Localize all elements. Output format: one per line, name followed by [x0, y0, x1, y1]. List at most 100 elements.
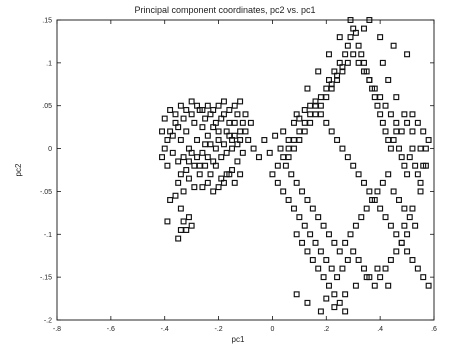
y-tick-label-7: .15	[42, 18, 52, 25]
data-point-0-100	[199, 184, 206, 191]
data-point-0-259	[382, 214, 389, 221]
data-point-0-95	[185, 214, 192, 221]
data-point-0-104	[220, 179, 227, 186]
data-point-0-306	[336, 299, 343, 306]
data-point-0-297	[401, 222, 408, 229]
y-tick-label-2: -.1	[44, 232, 52, 239]
data-point-0-230	[312, 239, 319, 246]
data-point-0-269	[304, 299, 311, 306]
data-point-0-142	[374, 102, 381, 109]
data-point-0-75	[237, 98, 244, 105]
data-point-0-191	[299, 188, 306, 195]
data-point-0-277	[385, 282, 392, 289]
data-point-0-26	[231, 119, 238, 126]
data-point-0-233	[296, 214, 303, 221]
data-point-0-69	[204, 102, 211, 109]
data-point-0-52	[226, 132, 233, 139]
data-point-0-78	[175, 179, 182, 186]
data-point-0-257	[371, 197, 378, 203]
data-point-0-214	[398, 239, 405, 246]
data-point-0-144	[379, 119, 386, 126]
y-axis-ticks: -.2 -.15 -.1 -.05 0 .05 .1 .15	[40, 18, 434, 325]
data-point-0-57	[239, 149, 246, 156]
data-point-0-219	[371, 282, 378, 289]
data-point-0-102	[210, 188, 217, 195]
data-point-0-299	[299, 239, 306, 246]
data-point-0-135	[355, 42, 362, 49]
data-point-0-271	[323, 295, 330, 302]
data-point-0-113	[277, 145, 284, 152]
data-point-0-66	[188, 98, 195, 105]
data-point-0-170	[377, 94, 384, 101]
data-point-0-234	[290, 205, 297, 212]
data-point-0-84	[207, 171, 214, 178]
data-point-0-54	[231, 132, 238, 139]
data-point-0-59	[245, 137, 252, 143]
data-point-0-1	[164, 137, 171, 143]
data-point-0-274	[352, 282, 359, 289]
data-point-0-132	[347, 34, 354, 41]
data-point-0-226	[334, 274, 341, 281]
data-point-0-137	[361, 59, 367, 66]
data-point-0-98	[175, 235, 182, 242]
data-point-0-213	[404, 231, 411, 238]
data-point-0-224	[344, 257, 351, 263]
data-point-0-94	[183, 227, 190, 233]
data-point-0-278	[347, 17, 354, 23]
data-point-0-276	[374, 265, 381, 272]
data-point-0-37	[185, 158, 192, 165]
data-point-0-202	[358, 214, 365, 221]
scatter-points	[159, 17, 432, 315]
data-point-0-250	[334, 137, 341, 143]
data-point-0-73	[226, 107, 233, 113]
data-point-0-131	[344, 42, 351, 49]
data-point-0-110	[261, 137, 268, 143]
data-point-0-188	[282, 162, 289, 169]
data-point-0-258	[377, 205, 384, 212]
data-point-0-228	[323, 257, 330, 263]
data-point-0-114	[280, 128, 287, 135]
data-point-0-164	[409, 111, 416, 118]
x-tick-label-4: 0	[270, 326, 274, 333]
data-point-0-294	[422, 162, 429, 169]
data-point-0-265	[414, 265, 421, 272]
data-point-0-91	[172, 192, 179, 199]
data-point-0-101	[204, 179, 211, 186]
data-point-0-198	[336, 248, 343, 255]
data-point-0-301	[309, 257, 316, 263]
data-point-0-208	[390, 188, 397, 195]
data-point-0-248	[323, 119, 330, 126]
data-point-0-146	[385, 137, 392, 143]
data-point-0-244	[301, 119, 308, 126]
data-point-0-249	[328, 128, 335, 135]
data-point-0-280	[377, 34, 384, 41]
data-point-0-295	[417, 188, 424, 195]
data-point-0-255	[361, 179, 367, 186]
x-tick-label-7: .6	[431, 326, 437, 333]
data-point-0-196	[326, 231, 332, 238]
data-point-0-79	[180, 188, 187, 195]
data-point-0-240	[280, 154, 287, 161]
data-point-0-264	[409, 257, 416, 263]
data-point-0-56	[237, 137, 244, 143]
data-point-0-82	[196, 171, 203, 178]
data-point-0-236	[280, 188, 287, 195]
data-point-0-22	[220, 111, 227, 118]
data-point-0-216	[387, 257, 394, 263]
data-point-0-212	[412, 222, 419, 229]
data-point-0-109	[255, 154, 262, 161]
data-point-0-181	[317, 102, 324, 109]
data-point-0-260	[387, 222, 394, 229]
data-point-0-6	[177, 137, 184, 143]
data-point-0-268	[293, 291, 300, 298]
data-point-0-172	[366, 77, 373, 83]
data-point-0-103	[215, 184, 222, 191]
data-point-0-61	[161, 115, 168, 122]
data-point-0-187	[285, 154, 292, 161]
data-point-0-261	[393, 231, 400, 238]
data-point-0-206	[379, 179, 386, 186]
data-point-0-273	[342, 291, 349, 298]
data-point-0-222	[355, 257, 362, 263]
data-point-0-225	[339, 265, 346, 272]
data-point-0-215	[393, 248, 400, 255]
